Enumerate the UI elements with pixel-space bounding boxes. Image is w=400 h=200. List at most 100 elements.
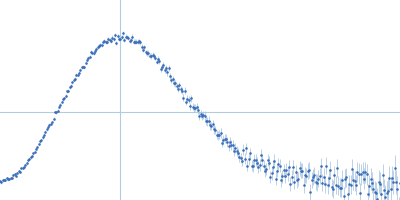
- Point: [242, 157, 248, 160]
- Point: [184, 97, 190, 100]
- Point: [346, 183, 352, 186]
- Point: [188, 97, 194, 100]
- Point: [274, 169, 280, 172]
- Point: [386, 177, 392, 180]
- Point: [228, 144, 235, 147]
- Point: [315, 177, 322, 180]
- Point: [198, 113, 204, 116]
- Point: [78, 66, 85, 69]
- Point: [212, 128, 218, 132]
- Point: [326, 176, 332, 180]
- Point: [121, 39, 128, 42]
- Point: [377, 182, 383, 185]
- Point: [1, 178, 7, 181]
- Point: [280, 169, 287, 172]
- Point: [98, 44, 105, 47]
- Point: [312, 180, 319, 184]
- Point: [279, 175, 286, 178]
- Point: [341, 195, 347, 198]
- Point: [105, 38, 112, 41]
- Point: [101, 39, 108, 43]
- Point: [164, 71, 170, 74]
- Point: [18, 166, 25, 170]
- Point: [370, 187, 376, 190]
- Point: [77, 68, 84, 72]
- Point: [4, 177, 10, 180]
- Point: [351, 179, 358, 183]
- Point: [247, 152, 253, 155]
- Point: [380, 174, 386, 177]
- Point: [130, 40, 137, 43]
- Point: [385, 190, 391, 193]
- Point: [147, 54, 153, 57]
- Point: [222, 137, 228, 140]
- Point: [342, 177, 348, 180]
- Point: [74, 73, 81, 76]
- Point: [24, 162, 30, 165]
- Point: [64, 90, 70, 93]
- Point: [227, 141, 233, 144]
- Point: [173, 84, 180, 88]
- Point: [160, 64, 166, 67]
- Point: [303, 174, 310, 177]
- Point: [234, 150, 240, 153]
- Point: [204, 120, 210, 123]
- Point: [102, 40, 109, 43]
- Point: [8, 176, 14, 180]
- Point: [250, 165, 256, 168]
- Point: [248, 164, 255, 167]
- Point: [65, 89, 72, 93]
- Point: [82, 61, 89, 64]
- Point: [165, 66, 172, 70]
- Point: [57, 103, 64, 106]
- Point: [88, 50, 94, 53]
- Point: [133, 40, 140, 43]
- Point: [68, 84, 74, 87]
- Point: [151, 54, 157, 58]
- Point: [272, 177, 279, 180]
- Point: [29, 154, 35, 157]
- Point: [255, 166, 261, 169]
- Point: [22, 163, 29, 166]
- Point: [206, 119, 212, 122]
- Point: [106, 38, 113, 41]
- Point: [114, 34, 121, 37]
- Point: [20, 166, 26, 170]
- Point: [219, 141, 225, 144]
- Point: [381, 189, 387, 192]
- Point: [338, 186, 344, 189]
- Point: [118, 35, 125, 39]
- Point: [258, 153, 264, 157]
- Point: [180, 96, 186, 99]
- Point: [156, 59, 162, 63]
- Point: [34, 146, 41, 149]
- Point: [26, 157, 33, 160]
- Point: [207, 124, 213, 127]
- Point: [122, 35, 129, 38]
- Point: [109, 36, 116, 39]
- Point: [38, 138, 45, 142]
- Point: [276, 164, 283, 167]
- Point: [110, 37, 117, 40]
- Point: [70, 78, 77, 81]
- Point: [192, 106, 198, 109]
- Point: [60, 98, 66, 101]
- Point: [140, 48, 146, 51]
- Point: [129, 35, 136, 38]
- Point: [358, 173, 364, 176]
- Point: [167, 75, 173, 78]
- Point: [251, 158, 257, 161]
- Point: [141, 46, 148, 49]
- Point: [327, 168, 334, 171]
- Point: [10, 173, 16, 176]
- Point: [300, 183, 307, 187]
- Point: [259, 158, 266, 162]
- Point: [278, 178, 284, 182]
- Point: [45, 126, 51, 129]
- Point: [330, 187, 336, 190]
- Point: [323, 164, 330, 167]
- Point: [263, 167, 270, 171]
- Point: [155, 57, 161, 60]
- Point: [41, 133, 47, 136]
- Point: [218, 131, 224, 135]
